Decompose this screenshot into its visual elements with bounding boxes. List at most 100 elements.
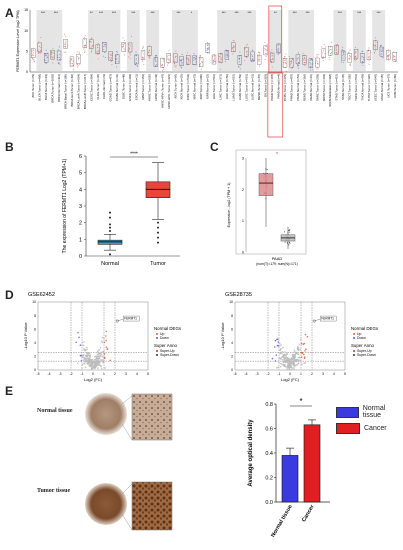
panel-a-point (374, 50, 376, 52)
panel-a-ylabel: FERMT1 Expression Level (log2 TPM) (16, 10, 20, 71)
panel-d-right-point (279, 345, 281, 347)
panel-a-point (84, 39, 86, 41)
panel-b-outlier (109, 211, 111, 214)
panel-a-point (181, 62, 183, 64)
panel-d-left-point (97, 353, 99, 355)
panel-a-point (148, 52, 150, 54)
panel-a-point (199, 58, 201, 60)
panel-a-point (314, 62, 317, 64)
panel-a-xtick: CHOL.Tumor (n=36) (96, 74, 100, 100)
panel-a-point (232, 47, 234, 49)
panel-d-left-point (84, 360, 87, 362)
panel-a-xtick: PRAD.Tumor (n=497) (289, 74, 293, 101)
panel-c-ytick: 2 (242, 188, 244, 192)
panel-a-box (250, 51, 255, 62)
panel-a-point (387, 58, 389, 60)
panel-a-point (188, 60, 190, 62)
panel-d-right-point (291, 367, 294, 369)
panel-a-point (64, 44, 66, 46)
panel-a-box (205, 43, 210, 53)
panel-a-point (142, 60, 144, 62)
panel-d-right-point (289, 362, 291, 365)
panel-a-xtick: PRAD.Normal (n=52) (296, 74, 300, 101)
panel-a-point (65, 35, 67, 37)
panel-a-point (162, 60, 164, 62)
panel-a-point (252, 58, 254, 60)
panel-a-point (45, 49, 47, 51)
panel-d-left-point (101, 336, 104, 339)
panel-e-significance: * (299, 397, 302, 406)
panel-a-point (375, 41, 377, 43)
panel-b-outlier (109, 223, 111, 226)
panel-a-point (59, 58, 61, 61)
legend-swatch-cancer (336, 423, 360, 434)
panel-a-point (193, 56, 195, 59)
panel-a-box (134, 54, 139, 65)
panel-d-left-point (99, 363, 101, 365)
panel-a-point (89, 40, 91, 43)
panel-a-point (78, 51, 80, 53)
panel-a-point (296, 59, 298, 61)
panel-d-right-xtick: 3 (322, 372, 324, 376)
panel-a-point (296, 63, 298, 65)
panel-a-point (200, 68, 203, 70)
panel-d-left-point (105, 335, 107, 337)
panel-d-left-legend-dot-down (156, 337, 158, 339)
panel-a-point (195, 57, 197, 59)
panel-a-point (227, 55, 229, 57)
panel-a-point (162, 67, 164, 69)
panel-d-right-point (279, 365, 282, 368)
panel-a-box (379, 46, 384, 57)
panel-a-xtick: READ.Normal (n=10) (309, 74, 313, 101)
normal-tissue-label: Normal tissue (37, 408, 73, 414)
panel-a-xtick: LIHC.Normal (n=50) (225, 74, 229, 99)
panel-a-point (277, 45, 279, 47)
panel-e-ytick: 0.8 (265, 402, 273, 408)
panel-d-left-point (99, 354, 102, 357)
panel-a-point (63, 45, 65, 48)
panel-d-left-point (81, 367, 83, 369)
panel-a-point (142, 47, 144, 49)
panel-d-right-point (285, 358, 287, 361)
panel-a-point (336, 51, 338, 54)
panel-d-left-point (101, 351, 104, 353)
normal-tissue-zoom (131, 393, 173, 441)
panel-a-point (220, 58, 222, 60)
panel-a-point (291, 60, 293, 62)
panel-a-box (276, 43, 281, 54)
panel-a-point (354, 59, 356, 61)
panel-d-right-highlight-box (320, 315, 337, 322)
panel-a-point (350, 55, 352, 57)
panel-a-point (117, 61, 119, 63)
panel-b-xtick: Tumor (150, 261, 166, 267)
legend-label-normal: Normal tissue (362, 405, 386, 419)
panel-a-shade (268, 10, 282, 72)
panel-a-point (297, 65, 299, 67)
panel-c-point (289, 229, 291, 231)
panel-d-right-point (296, 360, 298, 363)
panel-a-point (32, 52, 34, 54)
panel-a-point (264, 48, 266, 50)
panel-a-point (142, 51, 144, 53)
panel-a-point (213, 60, 215, 62)
panel-a-point (271, 55, 273, 57)
panel-a-point (379, 45, 382, 48)
panel-b-outlier (157, 221, 159, 224)
panel-d-left-xtick: 1 (103, 372, 105, 376)
panel-c-ylabel: Expression - log2 (TPM + 1) (227, 183, 231, 228)
panel-a-point (375, 46, 377, 48)
panel-c-point (284, 241, 286, 243)
panel-a-box (140, 50, 146, 60)
panel-a-point (330, 49, 332, 51)
panel-d-left-point (80, 354, 82, 357)
panel-a-point (169, 54, 171, 56)
panel-a-xtick: SKCM.Tumor (n=103) (322, 74, 326, 101)
panel-a-point (237, 66, 240, 68)
panel-a-point (70, 60, 72, 62)
panel-b-outlier (157, 241, 159, 244)
panel-a-point (239, 68, 241, 70)
panel-c-ytick: 3 (242, 157, 244, 161)
panel-a-significance: *** (151, 11, 156, 15)
panel-a-point (38, 52, 40, 54)
panel-d-right-point (284, 357, 287, 359)
